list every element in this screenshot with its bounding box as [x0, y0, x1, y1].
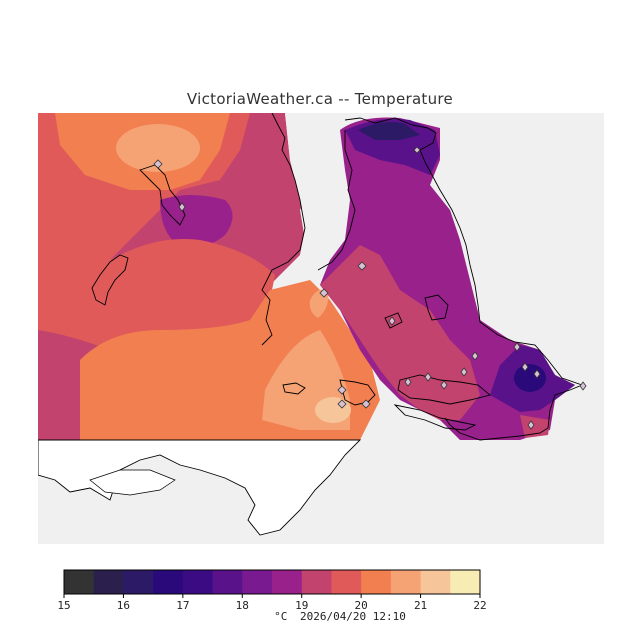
station-marker[interactable] [579, 381, 587, 391]
colorbar-swatch [361, 570, 392, 594]
map-title: VictoriaWeather.ca -- Temperature [186, 90, 454, 108]
colorbar-tick-label: 18 [236, 599, 249, 612]
colorbar-swatch [64, 570, 95, 594]
coastline-east [344, 117, 584, 441]
station-marker[interactable] [460, 367, 468, 377]
station-marker[interactable] [424, 372, 432, 382]
station-marker[interactable] [319, 288, 329, 298]
station-marker[interactable] [471, 351, 479, 361]
colorbar-ticks: 15 16 17 18 19 20 21 22 [57, 594, 487, 612]
colorbar-swatch [450, 570, 481, 594]
station-marker[interactable] [527, 420, 535, 430]
colorbar-swatch [93, 570, 124, 594]
south-landmass [38, 439, 362, 536]
colorbar-swatch [212, 570, 243, 594]
unit-label: °C [274, 610, 288, 623]
timestamp: 2026/04/20 12:10 [299, 610, 406, 623]
station-marker[interactable] [178, 202, 186, 212]
colorbar-swatch [182, 570, 214, 594]
station-marker[interactable] [388, 316, 396, 326]
peninsula-outline [397, 374, 491, 405]
colorbar-swatch [390, 570, 422, 594]
colorbar-tick-label: 17 [176, 599, 189, 612]
temperature-field-east [320, 117, 575, 440]
colorbar-tick-label: 20 [355, 599, 368, 612]
inlet-outline [139, 164, 186, 226]
lake-outline-small [384, 312, 403, 329]
colorbar-tick-label: 19 [295, 599, 308, 612]
colorbar-swatch [272, 570, 303, 594]
colorbar-swatches [63, 569, 481, 595]
station-marker[interactable] [440, 380, 448, 390]
colorbar-swatch [242, 570, 273, 594]
station-marker[interactable] [153, 159, 163, 169]
island-chain-outline [393, 404, 477, 431]
lake-outline [424, 294, 449, 321]
station-marker[interactable] [413, 146, 421, 154]
harbour-outline [339, 379, 376, 406]
colorbar-swatch [331, 570, 362, 594]
lake-outline-south [282, 382, 306, 395]
footer: °C 2026/04/20 12:10 [0, 610, 640, 623]
station-marker[interactable] [357, 261, 367, 271]
coastlines [91, 113, 584, 441]
station-marker[interactable] [533, 369, 541, 379]
station-marker[interactable] [521, 362, 529, 372]
colorbar-tick-label: 21 [414, 599, 427, 612]
station-marker[interactable] [337, 385, 347, 395]
colorbar-swatch [153, 570, 184, 594]
island-outline [91, 254, 129, 306]
colorbar-tick-label: 15 [57, 599, 70, 612]
south-island [89, 469, 176, 496]
station-marker[interactable] [404, 377, 412, 387]
temperature-field-west [38, 113, 380, 440]
colorbar-tick-label: 16 [117, 599, 130, 612]
station-marker[interactable] [337, 399, 347, 409]
colorbar-swatch [301, 570, 332, 594]
colorbar-frame [63, 569, 481, 595]
colorbar-swatch [420, 570, 451, 594]
coastline-west [261, 113, 306, 346]
station-marker[interactable] [513, 342, 521, 352]
colorbar-tick-label: 22 [473, 599, 486, 612]
strait-gap [285, 113, 345, 280]
coastline-inner [317, 130, 356, 271]
station-marker[interactable] [361, 399, 371, 409]
colorbar-swatch [123, 570, 154, 594]
station-markers [153, 146, 587, 430]
